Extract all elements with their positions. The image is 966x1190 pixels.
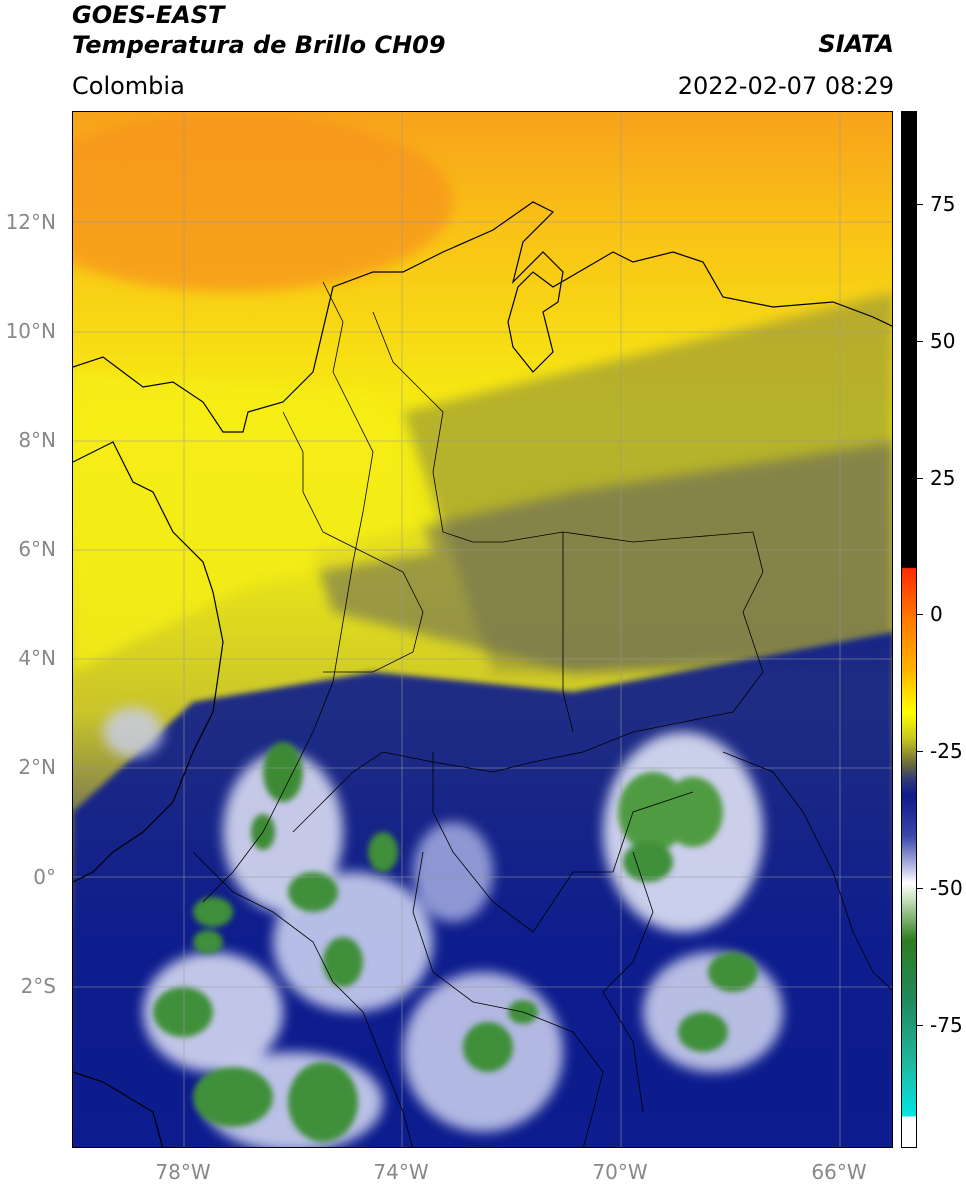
- lat-label-8n: 8°N: [18, 428, 56, 452]
- lat-label-6n: 6°N: [18, 537, 56, 561]
- lon-label-78w: 78°W: [155, 1160, 211, 1184]
- colorbar-tick: [917, 204, 923, 205]
- coldest-cores: [153, 742, 758, 1142]
- warm-region: [73, 112, 453, 292]
- product-title: Temperatura de Brillo CH09: [72, 31, 446, 59]
- colorbar-label-75: 75: [930, 192, 956, 216]
- satellite-title: GOES-EAST: [72, 1, 225, 29]
- colorbar-label-neg25: -25: [930, 739, 963, 763]
- colorbar-tick: [917, 478, 923, 479]
- colorbar: [901, 111, 917, 1148]
- admin-borders: [192, 281, 892, 1147]
- lat-label-4n: 4°N: [18, 646, 56, 670]
- lon-label-74w: 74°W: [373, 1160, 429, 1184]
- colorbar-label-25: 25: [930, 466, 956, 490]
- datetime-label: 2022-02-07 08:29: [677, 72, 894, 100]
- colorbar-gradient: [902, 112, 916, 1147]
- title-block: GOES-EAST Temperatura de Brillo CH09: [72, 0, 446, 60]
- colorbar-label-50: 50: [930, 329, 956, 353]
- colorbar-label-0: 0: [930, 602, 943, 626]
- colorbar-label-neg50: -50: [930, 876, 963, 900]
- colorbar-tick: [917, 888, 923, 889]
- grey-band: [313, 442, 892, 672]
- colorbar-tick: [917, 751, 923, 752]
- region-label: Colombia: [72, 72, 185, 100]
- colorbar-tick: [917, 341, 923, 342]
- colorbar-tick: [917, 614, 923, 615]
- colorbar-tick: [917, 1025, 923, 1026]
- lat-label-2n: 2°N: [18, 755, 56, 779]
- lon-label-70w: 70°W: [592, 1160, 648, 1184]
- graticule: [73, 112, 892, 1147]
- lat-label-0: 0°: [33, 865, 56, 889]
- yellow-region: [73, 372, 433, 672]
- lat-label-10n: 10°N: [5, 319, 56, 343]
- map-canvas: [73, 112, 892, 1147]
- satellite-map: [72, 111, 893, 1148]
- lat-label-12n: 12°N: [5, 210, 56, 234]
- lat-label-2s: 2°S: [20, 974, 56, 998]
- lon-label-66w: 66°W: [811, 1160, 867, 1184]
- colorbar-label-neg75: -75: [930, 1013, 963, 1037]
- coastlines: [73, 201, 892, 1147]
- source-label: SIATA: [818, 30, 894, 58]
